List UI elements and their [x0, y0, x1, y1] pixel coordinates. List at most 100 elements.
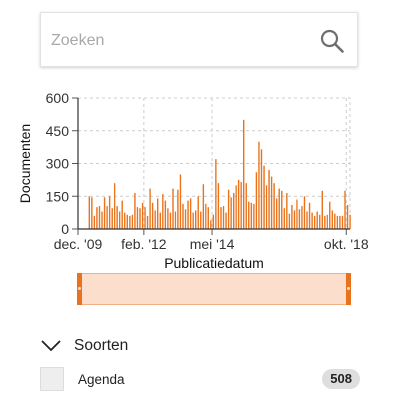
bar [169, 212, 172, 229]
range-start-handle[interactable] [77, 273, 82, 305]
search-box [40, 12, 358, 67]
bar [329, 201, 331, 229]
bar [273, 183, 275, 229]
bar [339, 215, 341, 229]
bar [245, 183, 247, 229]
bar [106, 206, 108, 229]
bar [344, 190, 346, 229]
bar [124, 212, 126, 229]
bar [232, 192, 235, 229]
y-axis-label: Documenten [17, 124, 33, 203]
y-tick-label: 150 [46, 188, 70, 204]
bar [88, 196, 90, 229]
facet-checkbox[interactable] [40, 367, 64, 391]
bar [149, 188, 151, 229]
bar [116, 206, 118, 229]
y-tick-label: 300 [46, 156, 70, 172]
bar [275, 198, 278, 229]
bar [308, 202, 311, 229]
bar [215, 159, 217, 229]
bar [346, 204, 349, 229]
bar [131, 214, 134, 229]
x-tick-label: feb. '12 [121, 236, 167, 252]
bar [129, 215, 131, 229]
bar [91, 197, 93, 229]
bar [227, 189, 230, 229]
bar [101, 211, 103, 229]
bar [286, 192, 288, 229]
search-icon[interactable] [319, 28, 345, 54]
bar [172, 188, 174, 229]
bar [108, 196, 111, 229]
bar [167, 208, 169, 229]
bar [283, 208, 285, 229]
bar [126, 214, 128, 229]
y-tick-label: 450 [46, 123, 70, 139]
bar [114, 183, 116, 229]
bar [278, 188, 280, 229]
bar [103, 197, 106, 229]
bar [177, 189, 179, 229]
bar [230, 197, 232, 229]
bar [313, 215, 316, 229]
bar [192, 212, 194, 229]
bar [326, 214, 328, 229]
y-tick-label: 0 [61, 221, 69, 237]
bar [146, 215, 149, 229]
bar [197, 196, 199, 229]
bar [194, 210, 197, 229]
bar [121, 200, 123, 229]
bar [268, 170, 270, 229]
bar [179, 174, 182, 229]
bar [93, 215, 96, 229]
facet-item-count-badge: 508 [322, 369, 360, 389]
facet-item-agenda[interactable]: Agenda 508 [40, 366, 360, 392]
facet-toggle-soorten[interactable]: Soorten [40, 334, 128, 358]
range-end-handle[interactable] [346, 273, 351, 305]
bar [212, 214, 215, 229]
bar [222, 206, 225, 229]
facet-title: Soorten [74, 337, 129, 354]
bar [205, 203, 207, 229]
facet-item-label: Agenda [78, 371, 125, 387]
bar [187, 200, 189, 229]
bar [298, 209, 301, 229]
bar [144, 207, 146, 229]
bar [281, 190, 283, 229]
bar [331, 210, 333, 229]
bar [316, 211, 318, 229]
bar [291, 204, 293, 229]
x-tick-label: okt. '18 [324, 236, 369, 252]
publication-date-chart: 0 150 300 450 600 dec. '09 feb. '12 mei '14 okt.… [17, 90, 369, 270]
bar [336, 215, 339, 229]
x-tick-label: mei '14 [190, 236, 235, 252]
bar [324, 215, 326, 229]
bar [162, 194, 164, 229]
bar [151, 202, 154, 229]
bar [159, 212, 161, 229]
date-range-slider[interactable] [77, 273, 351, 305]
bar [174, 211, 177, 229]
bar [217, 183, 220, 229]
bar [136, 207, 139, 229]
bar [139, 208, 141, 229]
bar [225, 212, 227, 229]
bar [200, 211, 202, 229]
bar [118, 211, 121, 229]
bar [255, 172, 258, 229]
bar [265, 185, 268, 229]
bar [341, 215, 344, 229]
bar [189, 198, 192, 229]
y-tick-label: 600 [46, 90, 70, 106]
bar [296, 199, 298, 229]
bar [311, 212, 313, 229]
bar [134, 192, 136, 229]
bar [141, 202, 144, 229]
bar [154, 210, 156, 229]
bar [98, 206, 101, 229]
bar [301, 206, 303, 229]
search-input[interactable] [49, 27, 313, 55]
bar [250, 202, 253, 229]
bar [288, 213, 291, 229]
x-axis-label: Publicatiedatum [164, 255, 264, 270]
